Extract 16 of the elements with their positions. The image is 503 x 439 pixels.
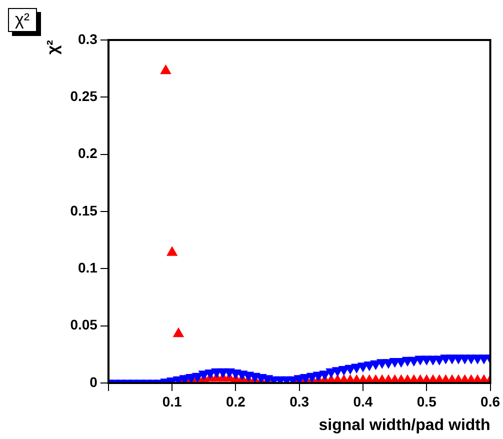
- x-tick-label: 0.1: [162, 393, 182, 410]
- x-tick-label: 0.4: [353, 393, 373, 410]
- y-tick-label: 0.3: [78, 30, 98, 47]
- chart-title: χ²: [8, 8, 37, 32]
- x-axis-title: signal width/pad width: [318, 416, 490, 434]
- y-tick-label: 0.2: [78, 145, 98, 162]
- y-tick-label: 0: [90, 374, 98, 390]
- y-tick-label: 0.1: [78, 260, 98, 276]
- x-tick-label: 0.3: [290, 393, 310, 410]
- x-tick-label: 0.2: [226, 393, 246, 410]
- x-tick-label: 0.6: [480, 393, 500, 410]
- y-tick-label: 0.05: [70, 316, 98, 333]
- y-axis-title: χ²: [45, 40, 62, 55]
- y-tick-label: 0.25: [70, 88, 98, 104]
- x-tick-label: 0.5: [416, 393, 437, 410]
- y-tick-label: 0.15: [70, 202, 98, 218]
